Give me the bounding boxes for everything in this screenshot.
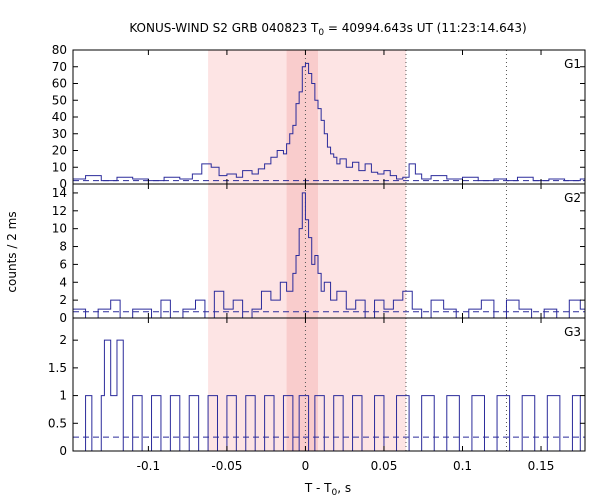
x-axis-label-main: T - T (304, 481, 332, 495)
x-tick-label: -0.05 (211, 459, 242, 473)
axis-layer: G101020304050607080G202468101214G300.511… (48, 43, 585, 473)
x-tick-label: 0.05 (371, 459, 398, 473)
g3-y-tick-label: 0.5 (48, 416, 67, 430)
x-tick-label: 0 (302, 459, 310, 473)
chart-title-rest: = 40994.643s UT (11:23:14.643) (324, 21, 527, 35)
g1-y-tick-label: 60 (52, 77, 67, 91)
g1-y-tick-label: 10 (52, 160, 67, 174)
g1-y-tick-label: 0 (59, 177, 67, 191)
g3-y-tick-label: 2 (59, 333, 67, 347)
shaded-interval-2 (286, 50, 319, 451)
y-axis-label: counts / 2 ms (5, 211, 19, 292)
chart-title-main: KONUS-WIND S2 GRB 040823 T (129, 21, 319, 35)
g1-panel-label: G1 (564, 57, 581, 71)
g3-y-tick-label: 0 (59, 444, 67, 458)
x-axis-label-subscript: 0 (332, 488, 338, 498)
g2-y-tick-label: 10 (52, 222, 67, 236)
g1-y-tick-label: 70 (52, 60, 67, 74)
g3-y-tick-label: 1.5 (48, 361, 67, 375)
g2-panel-label: G2 (564, 191, 581, 205)
g2-y-tick-label: 2 (59, 293, 67, 307)
x-tick-label: 0.15 (528, 459, 555, 473)
x-tick-label: -0.1 (137, 459, 160, 473)
x-axis-label: T - T0, s (304, 481, 351, 498)
g2-y-tick-label: 14 (52, 186, 67, 200)
g1-y-tick-label: 20 (52, 144, 67, 158)
g2-y-tick-label: 8 (59, 240, 67, 254)
g1-y-tick-label: 30 (52, 127, 67, 141)
shading-layer (208, 50, 406, 451)
g3-panel-label: G3 (564, 325, 581, 339)
marker-layer (304, 50, 507, 451)
g2-y-tick-label: 12 (52, 204, 67, 218)
g3-count-series-line (73, 339, 585, 452)
g1-y-tick-label: 80 (52, 43, 67, 57)
g1-count-series-line (73, 62, 585, 182)
chart-title-subscript: 0 (318, 28, 324, 38)
g3-y-tick-label: 1 (59, 389, 67, 403)
g1-y-tick-label: 40 (52, 110, 67, 124)
g2-y-tick-label: 0 (59, 311, 67, 325)
x-tick-label: 0.1 (453, 459, 472, 473)
g1-y-tick-label: 50 (52, 93, 67, 107)
g2-count-series-line (73, 192, 585, 319)
g2-y-tick-label: 6 (59, 257, 67, 271)
g2-y-tick-label: 4 (59, 275, 67, 289)
chart-title: KONUS-WIND S2 GRB 040823 T0 = 40994.643s… (129, 21, 526, 38)
g3-panel-frame (72, 317, 586, 452)
series-layer (73, 62, 585, 452)
x-axis-label-rest: , s (337, 481, 351, 495)
